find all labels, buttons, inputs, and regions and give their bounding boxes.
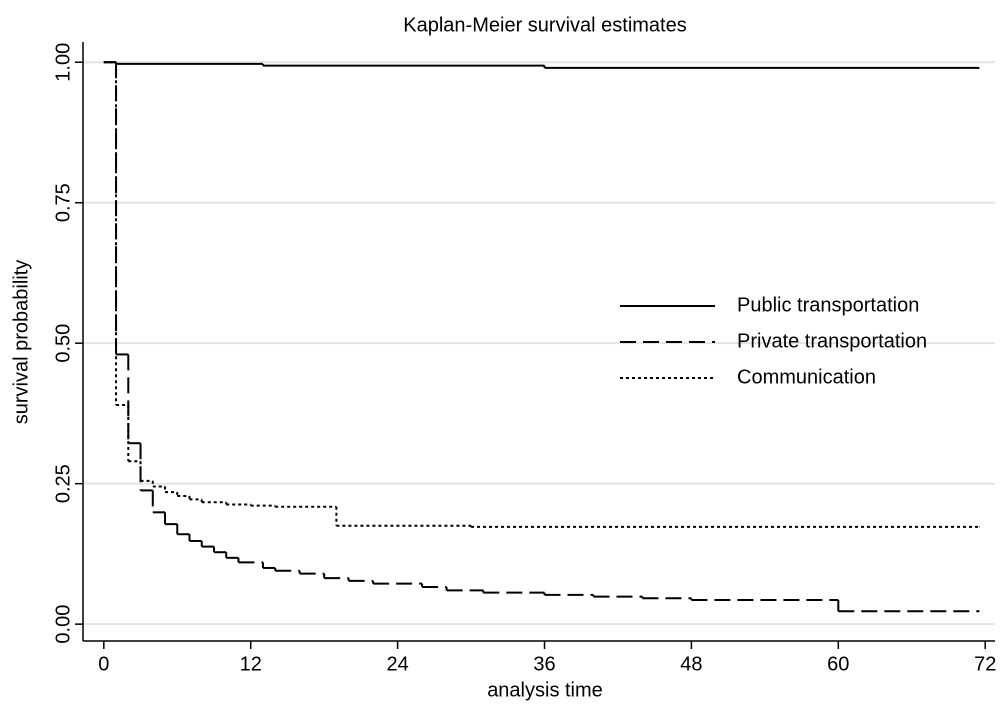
y-tick-label: 0.50 [52,324,74,363]
y-axis-label: survival probability [10,260,32,425]
y-tick-label: 0.25 [52,464,74,503]
y-tick-label: 0.75 [52,183,74,222]
x-axis-label: analysis time [487,679,603,701]
x-tick-label: 0 [98,653,109,675]
x-tick-label: 48 [680,653,702,675]
chart-title: Kaplan-Meier survival estimates [403,14,686,36]
legend-label: Communication [737,366,876,388]
legend-label: Private transportation [737,330,927,352]
x-tick-label: 24 [386,653,408,675]
x-tick-label: 72 [974,653,996,675]
y-tick-label: 1.00 [52,43,74,82]
legend-label: Public transportation [737,294,919,316]
x-tick-label: 60 [827,653,849,675]
x-tick-label: 12 [240,653,262,675]
x-tick-label: 36 [533,653,555,675]
y-tick-label: 0.00 [52,605,74,644]
